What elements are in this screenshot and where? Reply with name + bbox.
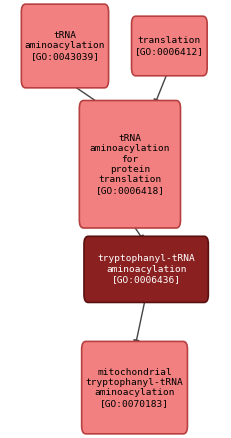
Text: tryptophanyl-tRNA
aminoacylation
[GO:0006436]: tryptophanyl-tRNA aminoacylation [GO:000…: [97, 254, 194, 284]
FancyBboxPatch shape: [84, 237, 207, 302]
Text: translation
[GO:0006412]: translation [GO:0006412]: [134, 36, 203, 56]
FancyBboxPatch shape: [81, 342, 187, 434]
FancyBboxPatch shape: [79, 101, 180, 228]
FancyBboxPatch shape: [21, 4, 108, 88]
FancyBboxPatch shape: [131, 16, 206, 76]
Text: mitochondrial
tryptophanyl-tRNA
aminoacylation
[GO:0070183]: mitochondrial tryptophanyl-tRNA aminoacy…: [85, 367, 183, 408]
Text: tRNA
aminoacylation
[GO:0043039]: tRNA aminoacylation [GO:0043039]: [25, 31, 105, 61]
Text: tRNA
aminoacylation
for
protein
translation
[GO:0006418]: tRNA aminoacylation for protein translat…: [89, 134, 169, 195]
